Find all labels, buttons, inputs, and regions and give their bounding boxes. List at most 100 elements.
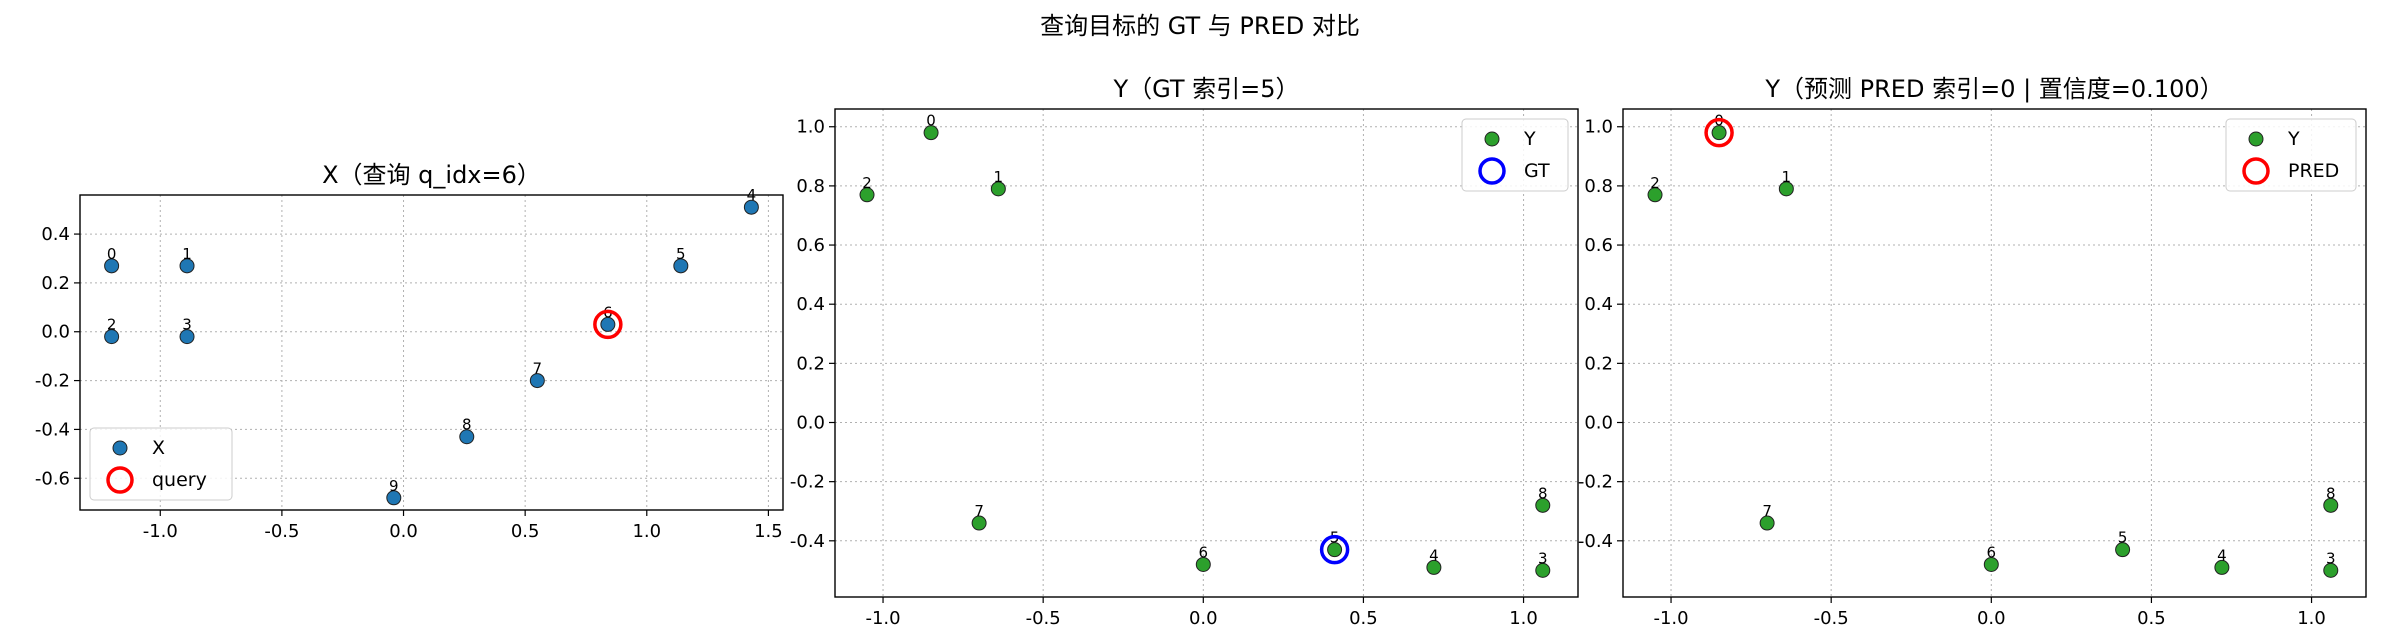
y-tick-label: 0.0	[41, 322, 70, 343]
axes-frame	[834, 108, 1579, 598]
point-label: 8	[462, 416, 472, 434]
data-point-6	[1195, 556, 1211, 572]
point-label: 4	[1429, 546, 1439, 564]
data-point-4	[1426, 559, 1442, 575]
legend-marker-points	[112, 440, 128, 456]
panel-title: Y（预测 PRED 索引=0 | 置信度=0.100）	[1764, 75, 2223, 103]
data-point-2	[1647, 187, 1663, 203]
y-tick-label: 1.0	[1584, 117, 1613, 138]
x-tick-label: 0.5	[511, 521, 540, 542]
x-tick-label: 1.0	[1509, 608, 1538, 629]
x-tick-label: 0.0	[1977, 608, 2006, 629]
point-label: 9	[389, 477, 399, 495]
legend-marker-points	[2248, 131, 2264, 147]
data-point-5	[673, 258, 689, 274]
x-tick-label: -0.5	[1026, 608, 1061, 629]
y-tick-label: 0.4	[1584, 294, 1613, 315]
data-point-3	[179, 329, 195, 345]
legend-label: PRED	[2288, 160, 2339, 182]
y-tick-label: 0.2	[1584, 353, 1613, 374]
axes-frame	[79, 194, 784, 511]
x-tick-label: -0.5	[264, 521, 299, 542]
point-label: 5	[676, 245, 686, 263]
point-label: 2	[107, 316, 117, 334]
point-label: 3	[1538, 549, 1548, 567]
point-label: 8	[1538, 484, 1548, 502]
data-point-5	[1327, 542, 1343, 558]
legend-box	[1461, 118, 1569, 192]
legend-label: query	[152, 469, 207, 491]
point-label: 8	[2326, 484, 2336, 502]
legend-marker-points	[1484, 131, 1500, 147]
highlight-ring-pred	[1704, 117, 1734, 148]
y-tick-label: -0.4	[35, 419, 70, 440]
x-tick-label: -0.5	[1814, 608, 1849, 629]
data-point-0	[1711, 125, 1727, 141]
point-label: 7	[533, 360, 543, 378]
point-label: 1	[182, 245, 192, 263]
y-tick-label: 0.4	[796, 294, 825, 315]
data-point-2	[859, 187, 875, 203]
x-tick-label: 0.5	[2137, 608, 2166, 629]
point-label: 0	[926, 112, 936, 130]
point-label: 7	[974, 502, 984, 520]
data-point-1	[1778, 181, 1794, 197]
data-point-7	[971, 515, 987, 531]
x-tick-label: 1.0	[632, 521, 661, 542]
y-tick-label: 0.6	[796, 235, 825, 256]
point-label: 3	[182, 316, 192, 334]
y-tick-label: -0.2	[1578, 472, 1613, 493]
y-tick-label: 0.4	[41, 224, 70, 245]
point-label: 1	[994, 168, 1004, 186]
x-tick-label: 1.0	[2297, 608, 2326, 629]
data-point-8	[2323, 497, 2339, 513]
data-point-7	[1759, 515, 1775, 531]
x-tick-label: -1.0	[865, 608, 900, 629]
point-label: 2	[1650, 174, 1660, 192]
point-label: 7	[1762, 502, 1772, 520]
y-tick-label: -0.2	[35, 371, 70, 392]
legend-marker-ring	[2242, 157, 2270, 185]
x-tick-label: -1.0	[143, 521, 178, 542]
y-tick-label: 0.8	[796, 176, 825, 197]
legend: Y GT	[1461, 118, 1569, 192]
highlight-ring-query	[593, 309, 623, 340]
y-tick-label: 0.0	[796, 413, 825, 434]
y-tick-label: 0.6	[1584, 235, 1613, 256]
y-tick-label: 0.8	[1584, 176, 1613, 197]
panel-title: Y（GT 索引=5）	[1112, 75, 1299, 103]
data-point-0	[923, 125, 939, 141]
legend-label: X	[152, 437, 165, 459]
highlight-ring-gt	[1319, 534, 1350, 565]
data-point-4	[743, 199, 759, 215]
y-tick-label: -0.4	[790, 531, 825, 552]
data-point-3	[2323, 562, 2339, 578]
y-tick-label: 1.0	[796, 117, 825, 138]
legend-label: GT	[1524, 160, 1550, 182]
y-tick-label: -0.2	[790, 472, 825, 493]
point-label: 3	[2326, 549, 2336, 567]
scatter-panel-3: Y（预测 PRED 索引=0 | 置信度=0.100） -1.0 -0.5 0.0 0.…	[1578, 75, 2367, 629]
data-point-6	[1983, 556, 1999, 572]
legend-marker-ring	[106, 466, 134, 494]
data-point-8	[1535, 497, 1551, 513]
data-point-2	[104, 329, 120, 345]
y-tick-label: 0.0	[1584, 413, 1613, 434]
panel-title: X（查询 q_idx=6）	[322, 161, 541, 189]
figure-suptitle: 查询目标的 GT 与 PRED 对比	[1040, 12, 1360, 40]
data-point-0	[104, 258, 120, 274]
x-tick-label: 0.5	[1349, 608, 1378, 629]
scatter-panel-2: Y（GT 索引=5） -1.0 -0.5 0.0 0.5 1.0 -0.4 -0.2 0.0 0.…	[790, 75, 1579, 629]
y-tick-label: 0.2	[796, 353, 825, 374]
point-label: 0	[107, 245, 117, 263]
legend-marker-ring	[1478, 157, 1506, 185]
data-point-6	[600, 316, 616, 332]
x-tick-label: 1.5	[754, 521, 783, 542]
legend: Y PRED	[2225, 118, 2357, 192]
data-point-1	[179, 258, 195, 274]
data-point-4	[2214, 559, 2230, 575]
data-point-8	[459, 429, 475, 445]
point-label: 5	[2118, 529, 2128, 547]
panels-container: X（查询 q_idx=6） -1.0 -0.5 0.0 0.5 1.0 1.5 -0.6 -0.…	[35, 75, 2367, 629]
